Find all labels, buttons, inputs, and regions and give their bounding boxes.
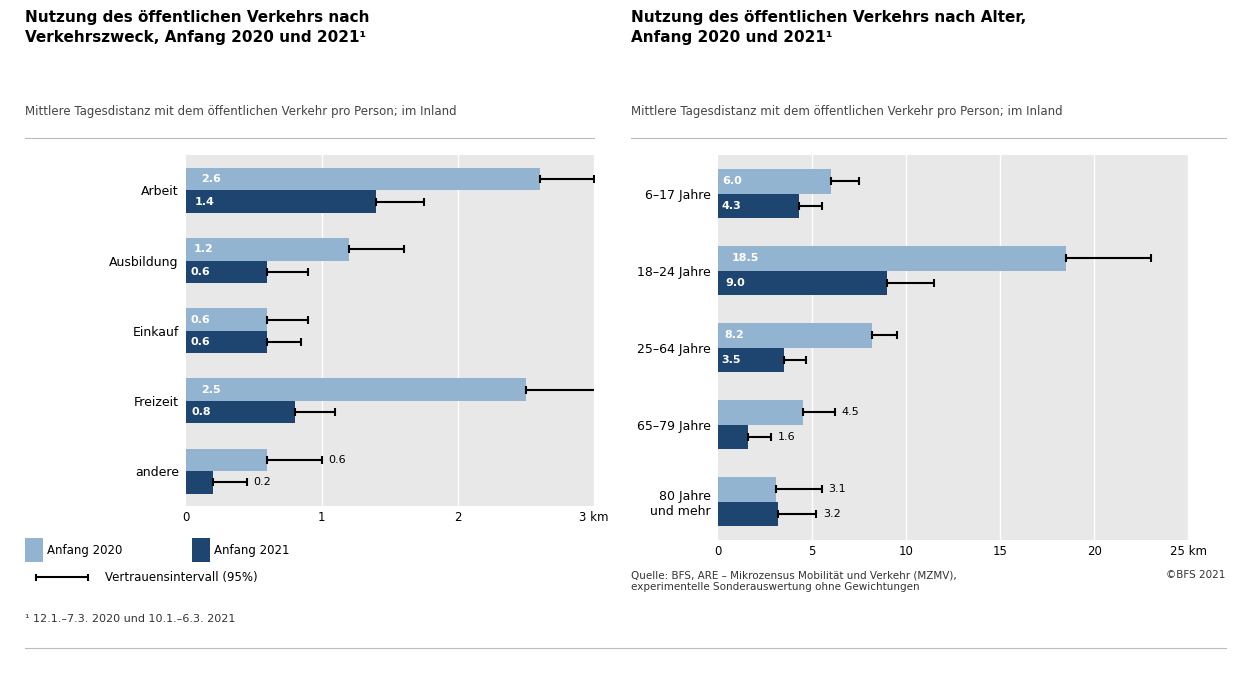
- Text: Nutzung des öffentlichen Verkehrs nach
Verkehrszweck, Anfang 2020 und 2021¹: Nutzung des öffentlichen Verkehrs nach V…: [25, 10, 369, 45]
- Text: 18.5: 18.5: [732, 253, 760, 263]
- Text: 4.3: 4.3: [722, 201, 742, 211]
- Text: Mittlere Tagesdistanz mit dem öffentlichen Verkehr pro Person; im Inland: Mittlere Tagesdistanz mit dem öffentlich…: [631, 105, 1063, 117]
- Text: 4.5: 4.5: [842, 407, 859, 417]
- Bar: [718, 477, 776, 502]
- Text: 0.6: 0.6: [191, 315, 210, 325]
- Bar: [186, 238, 349, 261]
- Text: 1.4: 1.4: [194, 196, 214, 207]
- Bar: [718, 348, 784, 372]
- Bar: [718, 246, 1066, 271]
- Text: 0.2: 0.2: [253, 477, 271, 487]
- Text: ¹ 12.1.–7.3. 2020 und 10.1.–6.3. 2021: ¹ 12.1.–7.3. 2020 und 10.1.–6.3. 2021: [25, 614, 235, 624]
- Bar: [718, 425, 748, 449]
- Text: Anfang 2020: Anfang 2020: [47, 543, 123, 557]
- Text: Nutzung des öffentlichen Verkehrs nach Alter,
Anfang 2020 und 2021¹: Nutzung des öffentlichen Verkehrs nach A…: [631, 10, 1026, 45]
- Bar: [718, 400, 802, 425]
- Text: Anfang 2021: Anfang 2021: [214, 543, 290, 557]
- Bar: [186, 190, 376, 213]
- Bar: [186, 379, 526, 401]
- Text: 3.5: 3.5: [721, 355, 740, 365]
- Bar: [186, 449, 267, 471]
- Bar: [718, 502, 779, 526]
- Text: ©BFS 2021: ©BFS 2021: [1166, 570, 1226, 580]
- Text: 6.0: 6.0: [723, 176, 743, 186]
- Text: 0.8: 0.8: [192, 407, 210, 417]
- Bar: [186, 308, 267, 331]
- Bar: [186, 471, 213, 493]
- Bar: [186, 261, 267, 283]
- Text: 3.2: 3.2: [823, 509, 841, 519]
- Text: 0.6: 0.6: [191, 337, 210, 347]
- Text: 0.6: 0.6: [191, 267, 210, 277]
- Bar: [718, 169, 831, 194]
- Text: 2.6: 2.6: [202, 174, 222, 184]
- Bar: [718, 271, 888, 295]
- Text: 1.6: 1.6: [777, 432, 795, 442]
- Bar: [186, 331, 267, 353]
- Text: Quelle: BFS, ARE – Mikrozensus Mobilität und Verkehr (MZMV),
experimentelle Sond: Quelle: BFS, ARE – Mikrozensus Mobilität…: [631, 570, 957, 592]
- Text: 1.2: 1.2: [193, 244, 213, 254]
- Text: 0.6: 0.6: [328, 455, 345, 465]
- Bar: [186, 401, 295, 423]
- Text: Mittlere Tagesdistanz mit dem öffentlichen Verkehr pro Person; im Inland: Mittlere Tagesdistanz mit dem öffentlich…: [25, 105, 457, 117]
- Bar: [186, 168, 540, 190]
- Text: 9.0: 9.0: [725, 278, 745, 288]
- Bar: [718, 194, 799, 218]
- Text: 3.1: 3.1: [828, 484, 847, 494]
- Bar: [718, 323, 873, 348]
- Text: 2.5: 2.5: [201, 385, 220, 395]
- Text: 8.2: 8.2: [724, 330, 744, 340]
- Text: Vertrauensintervall (95%): Vertrauensintervall (95%): [105, 570, 258, 584]
